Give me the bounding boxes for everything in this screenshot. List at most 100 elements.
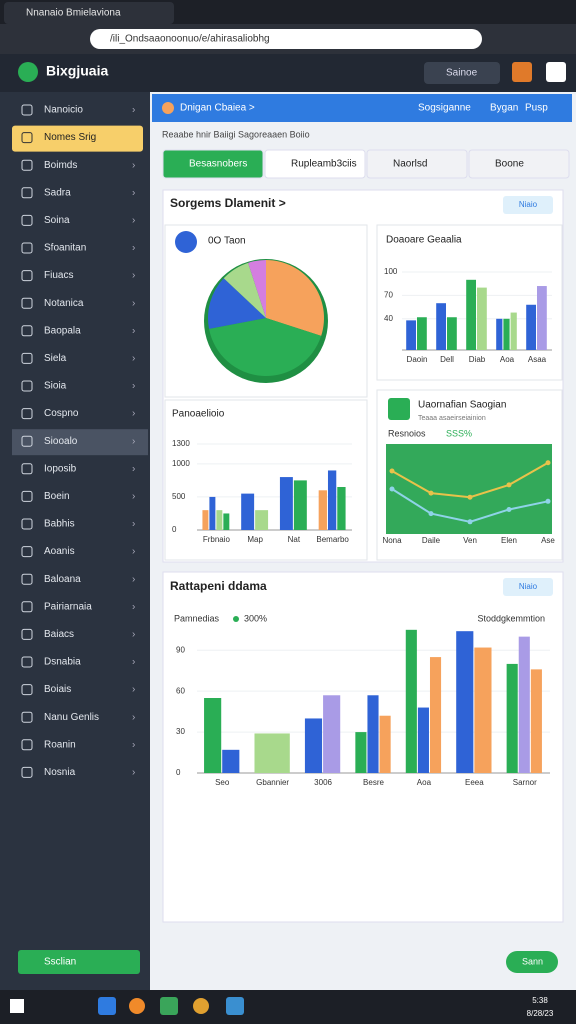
nav-item[interactable]: Cospno (44, 408, 79, 419)
fab[interactable] (506, 951, 558, 973)
nav-item[interactable]: Notanica (44, 298, 84, 309)
nav-chevron: › (132, 767, 135, 778)
nav-chevron: › (132, 187, 135, 198)
nav-item[interactable]: Aoanis (44, 546, 75, 557)
app-icon[interactable] (193, 998, 209, 1014)
tab[interactable] (4, 2, 174, 24)
bar (355, 732, 367, 773)
search-button[interactable] (424, 62, 500, 84)
breadcrumb: Reaabe hnir Baiigi Sagoreaaen Boiio (162, 129, 310, 139)
tab-button[interactable] (264, 149, 366, 179)
search-label: Sainoe (446, 68, 478, 79)
start-button[interactable] (10, 999, 24, 1013)
nav-item[interactable]: Siooalo (44, 436, 78, 447)
bar (304, 718, 323, 773)
nav-item[interactable]: Nanu Genlis (44, 712, 99, 723)
nav-item[interactable]: Ioposib (44, 463, 77, 474)
nav-item[interactable]: Roanin (44, 739, 76, 750)
bar (406, 320, 416, 350)
nav-item[interactable]: Babhis (44, 519, 75, 530)
x-tick-label: Aoa (500, 355, 515, 364)
point (467, 494, 473, 500)
nav-item[interactable]: Baiacs (44, 629, 74, 640)
tab-label[interactable]: Rupleamb3ciis (291, 159, 357, 170)
nav-chevron: › (132, 353, 135, 364)
nav-chevron: › (132, 739, 135, 750)
tab-label[interactable]: Besasnobers (189, 159, 247, 170)
bar (318, 490, 327, 530)
bar (506, 663, 518, 773)
avatar[interactable] (512, 62, 532, 82)
pie-title: 0O Taon (208, 236, 246, 247)
plot-bg (386, 444, 552, 534)
nav-chevron: › (132, 629, 135, 640)
point (428, 490, 434, 496)
nav-item[interactable]: Boimds (44, 160, 77, 171)
fab-label: Sann (522, 956, 543, 966)
menu-button[interactable] (546, 62, 566, 82)
address-bar[interactable] (90, 29, 482, 49)
bar (496, 318, 503, 350)
point (545, 498, 551, 504)
x-tick-label: Diab (469, 355, 486, 364)
nav-item[interactable]: Boiais (44, 684, 71, 695)
main-action[interactable] (503, 578, 553, 596)
app-icon[interactable] (226, 997, 244, 1015)
app-icon[interactable] (160, 997, 178, 1015)
bar (367, 695, 379, 773)
bar (279, 477, 293, 530)
tab-label[interactable]: Naorlsd (393, 159, 427, 170)
bar (477, 287, 487, 350)
logo (18, 62, 38, 82)
tab-button[interactable] (366, 149, 468, 179)
nav-item[interactable]: Pairiarnaia (44, 601, 92, 612)
sidebar-items: Nanoicio › Nomes Srig Boimds › Sadra › Soina › Sf… (12, 104, 148, 778)
nav-item-bg[interactable] (12, 429, 148, 456)
section-title: Sorgems Dlamenit > (170, 196, 286, 210)
app-icon[interactable] (98, 997, 116, 1015)
point (506, 507, 512, 512)
nav-item[interactable]: Siela (44, 353, 67, 364)
nav-item[interactable]: Baloana (44, 574, 81, 585)
tab-button[interactable] (468, 149, 570, 179)
nav-chevron: › (132, 160, 135, 171)
nav-item[interactable]: Dsnabia (44, 657, 81, 668)
nav-chevron: › (132, 546, 135, 557)
nav-item[interactable]: Soina (44, 215, 70, 226)
nav-item[interactable]: Nomes Srig (44, 132, 96, 143)
section-action[interactable] (503, 196, 553, 214)
bar (379, 715, 391, 773)
nav-item[interactable]: Sfoanitan (44, 243, 86, 254)
nav-icon (21, 214, 33, 226)
nav-item[interactable]: Nanoicio (44, 105, 83, 116)
nav-item[interactable]: Baopala (44, 325, 81, 336)
metric-label: Resnoios (388, 428, 426, 438)
nav-chevron: › (132, 298, 135, 309)
bar (537, 286, 547, 350)
tab-label[interactable]: Boone (495, 159, 524, 170)
header-link[interactable]: Bygan (490, 103, 518, 114)
nav-chevron: › (132, 574, 135, 585)
x-tick-label: Aoa (417, 778, 432, 787)
x-tick-label: Asaa (528, 355, 547, 364)
tab-button[interactable] (162, 149, 264, 179)
nav-chevron: › (132, 657, 135, 668)
bar (530, 669, 542, 773)
header-link[interactable]: Pusp (525, 103, 548, 114)
nav-item[interactable]: Nosnia (44, 767, 76, 778)
sidebar-button[interactable] (18, 950, 140, 974)
nav-chevron: › (132, 105, 135, 116)
nav-item-bg[interactable] (12, 125, 143, 152)
bar (293, 480, 307, 530)
nav-item[interactable]: Sadra (44, 187, 71, 198)
nav-item[interactable]: Sioia (44, 381, 67, 392)
bar (466, 279, 476, 350)
nav-item[interactable]: Fiuacs (44, 270, 73, 281)
y-tick-label: 100 (384, 267, 398, 276)
bar (456, 631, 474, 773)
app-icon[interactable] (129, 998, 145, 1014)
nav-item[interactable]: Boein (44, 491, 70, 502)
bar (474, 647, 492, 773)
header-link[interactable]: Sogsiganne (418, 103, 471, 114)
